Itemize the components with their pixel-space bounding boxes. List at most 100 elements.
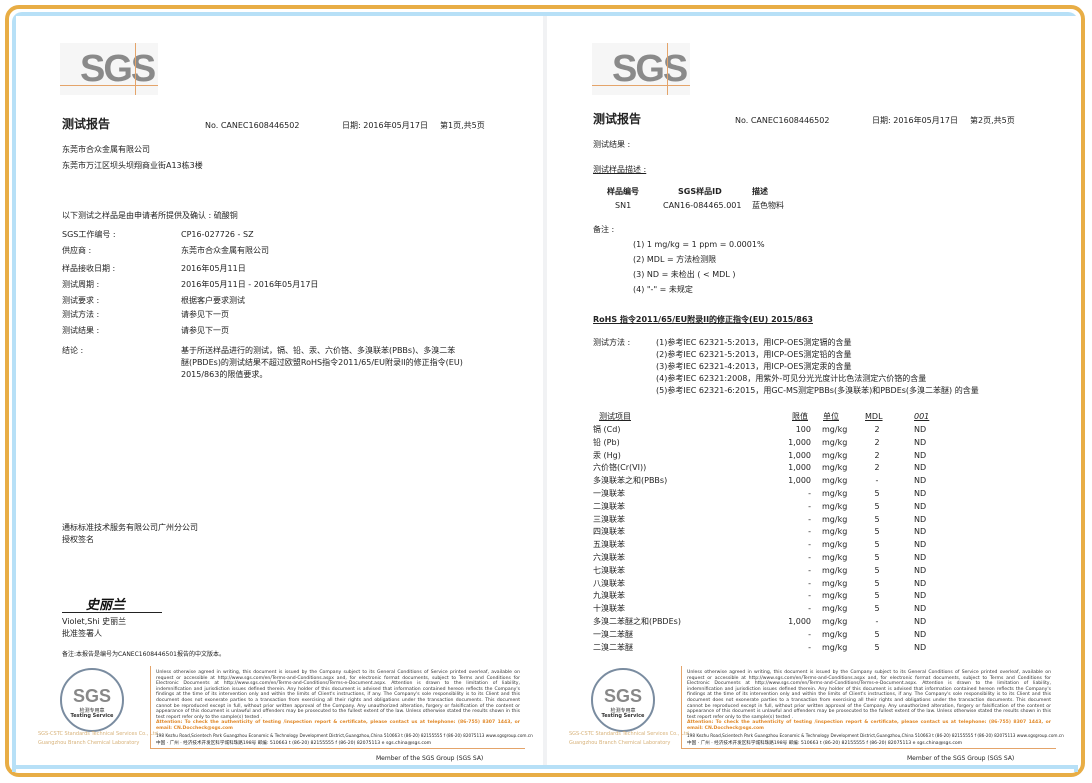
mdl-value: - [875,476,879,486]
stamp-logo-text: SGS [72,686,111,706]
conclusion-label: 结论 : [62,346,84,355]
intro-text: 以下测试之样品是由申请者所提供及确认 : 硫酸铜 [62,211,238,220]
limit-value: - [808,565,811,575]
rohs-heading: RoHS 指令2011/65/EU附录II的修正指令(EU) 2015/863 [593,315,813,324]
field-value: 东莞市合众金属有限公司 [181,246,269,255]
result-value: ND [914,565,927,575]
page-title: 测试报告 [62,117,111,131]
sgs-logo: SGS [60,43,158,95]
test-item: 八溴联苯 [593,578,625,588]
address-en: 198 Kezhu Road,Scientech Park Guangzhou … [687,733,1064,738]
report-date: 日期: 2016年05月17日 [872,116,958,125]
test-item: 六溴联苯 [593,553,625,562]
address-en: 198 Kezhu Road,Scientech Park Guangzhou … [156,733,533,738]
remarks-label: 备注 : [593,225,615,234]
address-cn: 中国 · 广州 · 经济技术开发区科学城科珠路198号 邮编: 510663 t… [156,741,432,746]
bottom-rule [16,765,1078,769]
test-item: 铅 (Pb) [593,437,620,447]
testing-service-stamp: SGS 检测专用章 Testing Service [591,668,655,732]
report-page-1: SGS 测试报告 No. CANEC1608446502 日期: 2016年05… [16,16,543,765]
sample-description-label: 测试样品描述 : [593,165,647,174]
sgs-logo: SGS [592,43,690,95]
mdl-value: - [875,617,879,626]
remark: (2) MDL = 方法检测限 [633,255,717,264]
unit-value: mg/kg [822,476,848,486]
sgs-member-text: Member of the SGS Group (SGS SA) [907,755,1015,762]
sample-id: CAN16-084465.001 [663,201,742,210]
sgs-member-text: Member of the SGS Group (SGS SA) [376,755,484,762]
authenticity-notice: Attention: To check the authenticity of … [156,720,520,731]
method-item: (3)参考IEC 62321-4:2013，用ICP-OES测定汞的含量 [656,362,852,371]
limit-value: - [808,642,811,652]
limit-value: - [808,629,811,639]
result-value: ND [914,642,927,652]
mdl-value: 5 [874,514,880,524]
signer-name: Violet,Shi 史丽兰 [62,617,127,626]
result-value: ND [914,501,927,511]
report-number: No. CANEC1608446502 [205,121,300,130]
results-header-item: 测试项目 [599,412,631,421]
remark: (1) 1 mg/kg = 1 ppm = 0.0001% [633,240,765,249]
mdl-value: 5 [874,642,880,652]
conclusion-line: 醚(PBDEs)的测试结果不超过欧盟RoHS指令2011/65/EU附录II的修… [181,358,463,367]
footer-divider [681,666,682,748]
results-header-sample: 001 [914,412,930,421]
test-item: 二溴联苯 [593,501,625,511]
remark: (3) ND = 未检出 ( < MDL ) [633,270,736,279]
stamp-side-text: Guangzhou Branch Chemical Laboratory [569,740,671,746]
mdl-value: 5 [874,489,880,498]
test-item: 二溴二苯醚 [593,642,633,652]
mdl-value: 2 [874,437,880,447]
company-name: 通标标准技术服务有限公司广州分公司 [62,523,198,532]
test-item: 九溴联苯 [593,591,625,601]
conclusion-line: 基于所送样品进行的测试，镉、铅、汞、六价铬、多溴联苯(PBBs)、多溴二苯 [181,346,456,355]
limit-value: 100 [795,425,811,434]
limit-value: 1,000 [788,617,811,626]
result-value: ND [914,514,927,524]
remark: (4) "-" = 未规定 [633,285,693,294]
limit-value: 1,000 [788,463,811,473]
result-value: ND [914,425,927,434]
result-value: ND [914,437,927,447]
result-value: ND [914,489,927,498]
field-label: 测试周期 : [62,280,100,289]
result-value: ND [914,450,927,460]
mdl-value: 5 [874,565,880,575]
mdl-value: 5 [874,553,880,562]
footer-divider [150,666,151,748]
unit-value: mg/kg [822,501,848,511]
signature-line [62,612,162,613]
limit-value: - [808,489,811,498]
unit-value: mg/kg [822,629,848,639]
method-item: (4)参考IEC 62321:2008，用紫外-可见分光光度计比色法测定六价铬的… [656,374,927,383]
unit-value: mg/kg [822,540,848,550]
mdl-value: 5 [874,591,880,601]
test-item: 多溴二苯醚之和(PBDEs) [593,617,681,626]
address-cn: 中国 · 广州 · 经济技术开发区科学城科珠路198号 邮编: 510663 t… [687,741,963,746]
stamp-side-text: Guangzhou Branch Chemical Laboratory [38,740,140,746]
result-value: ND [914,578,927,588]
test-item: 一溴二苯醚 [593,629,633,639]
client-name: 东莞市合众金属有限公司 [62,145,150,154]
sample-header-no: 样品编号 [607,187,639,196]
unit-value: mg/kg [822,450,848,460]
limit-value: - [808,591,811,601]
test-item: 七溴联苯 [593,565,625,575]
field-value: 请参见下一页 [181,310,229,319]
limit-value: - [808,553,811,562]
unit-value: mg/kg [822,514,848,524]
testing-service-stamp: SGS 检测专用章 Testing Service [60,668,124,732]
result-value: ND [914,463,927,473]
unit-value: mg/kg [822,642,848,652]
result-value: ND [914,553,927,562]
unit-value: mg/kg [822,617,848,626]
stamp-seal-text: 检测专用章 [79,708,105,714]
unit-value: mg/kg [822,463,848,473]
report-number: No. CANEC1608446502 [735,116,830,125]
field-label: 测试方法 : [62,310,100,319]
report-date: 日期: 2016年05月17日 [342,121,428,130]
test-item: 一溴联苯 [593,489,625,498]
result-value: ND [914,617,927,626]
field-value: 2016年05月11日 [181,264,246,273]
sample-header-desc: 描述 [752,187,768,196]
